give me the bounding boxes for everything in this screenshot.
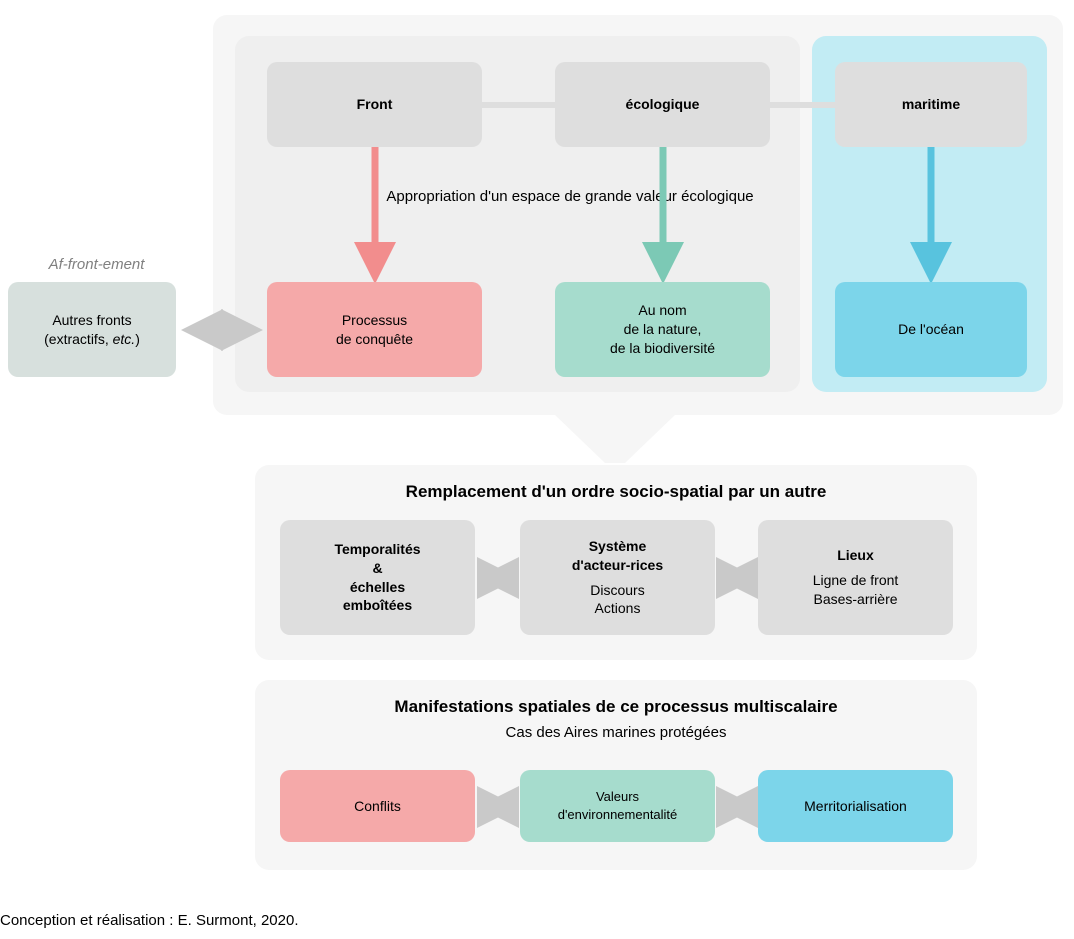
nature-l2: de la nature, xyxy=(624,320,702,339)
box-autres-fronts: Autres fronts (extractifs, etc.) xyxy=(8,282,176,377)
box-conflits: Conflits xyxy=(280,770,475,842)
front-label: Front xyxy=(357,95,393,114)
box-nature: Au nom de la nature, de la biodiversité xyxy=(555,282,770,377)
sys-l2: d'acteur-rices xyxy=(572,556,663,575)
connector-top-line xyxy=(482,100,835,110)
affront-label: Af-front-ement xyxy=(24,256,169,273)
arrow-mid-1 xyxy=(476,566,520,590)
temp-l2: & xyxy=(372,559,382,578)
credit-line: Conception et réalisation : E. Surmont, … xyxy=(0,912,299,929)
nature-l1: Au nom xyxy=(638,301,686,320)
lieux-sub2: Bases-arrière xyxy=(813,590,897,609)
sys-sub2: Actions xyxy=(595,599,641,618)
box-processus: Processus de conquête xyxy=(267,282,482,377)
autres-l1: Autres fronts xyxy=(52,311,131,330)
maritime-label: maritime xyxy=(902,95,960,114)
processus-l1: Processus xyxy=(342,311,407,330)
ocean-label: De l'océan xyxy=(898,320,964,339)
processus-l2: de conquête xyxy=(336,330,413,349)
mid-title: Remplacement d'un ordre socio-spatial pa… xyxy=(255,482,977,502)
lieux-l1: Lieux xyxy=(837,546,874,565)
bot-title: Manifestations spatiales de ce processus… xyxy=(255,697,977,717)
arrow-bot-2 xyxy=(715,795,759,819)
valeurs-l1: Valeurs xyxy=(596,788,639,806)
arrow-eco-down xyxy=(647,147,679,282)
temp-l3: échelles xyxy=(350,578,405,597)
arrow-front-down xyxy=(359,147,391,282)
box-merr: Merritorialisation xyxy=(758,770,953,842)
sys-l1: Système xyxy=(589,537,647,556)
box-maritime: maritime xyxy=(835,62,1027,147)
bot-subtitle: Cas des Aires marines protégées xyxy=(255,724,977,741)
funnel-top-mid xyxy=(555,415,675,470)
box-temporalites: Temporalités & échelles emboîtées xyxy=(280,520,475,635)
box-systeme: Système d'acteur-rices Discours Actions xyxy=(520,520,715,635)
autres-l2: (extractifs, etc.) xyxy=(44,330,140,349)
box-lieux: Lieux Ligne de front Bases-arrière xyxy=(758,520,953,635)
box-valeurs: Valeurs d'environnementalité xyxy=(520,770,715,842)
merr-label: Merritorialisation xyxy=(804,797,907,816)
arrow-maritime-down xyxy=(915,147,947,282)
lieux-sub1: Ligne de front xyxy=(813,571,899,590)
arrow-bot-1 xyxy=(476,795,520,819)
sys-sub1: Discours xyxy=(590,581,644,600)
arrow-mid-2 xyxy=(715,566,759,590)
nature-l3: de la biodiversité xyxy=(610,339,715,358)
conflits-label: Conflits xyxy=(354,797,401,816)
box-front: Front xyxy=(267,62,482,147)
temp-l4: emboîtées xyxy=(343,596,412,615)
box-ocean: De l'océan xyxy=(835,282,1027,377)
arrow-autres-processus xyxy=(178,318,266,342)
temp-l1: Temporalités xyxy=(334,540,420,559)
valeurs-l2: d'environnementalité xyxy=(558,806,678,824)
